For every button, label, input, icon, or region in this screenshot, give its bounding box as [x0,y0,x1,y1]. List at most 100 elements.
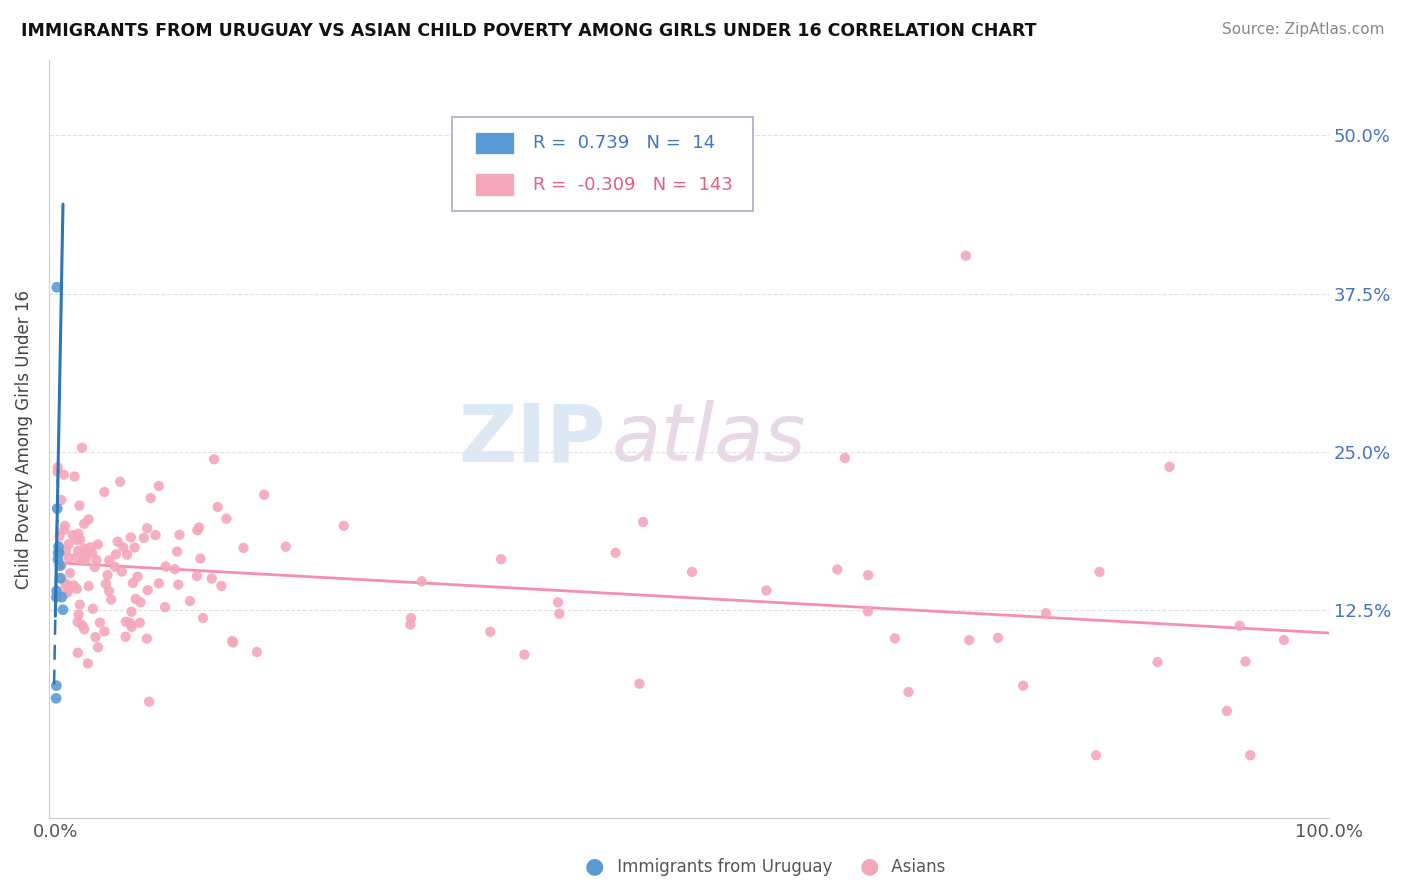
Point [207,500,229,514]
Point [63,469,86,483]
Point [1216,704,1239,718]
Point [897,685,920,699]
Point [45,590,67,604]
Point [115,548,138,562]
Point [108,475,131,489]
Point [45,691,67,706]
Point [186,569,208,583]
Point [67,526,90,541]
Text: R =  0.739   N =  14: R = 0.739 N = 14 [533,134,714,152]
FancyBboxPatch shape [453,117,752,211]
Point [399,611,422,625]
Point [1234,655,1257,669]
Point [52,603,75,617]
Point [631,515,654,529]
Text: Source: ZipAtlas.com: Source: ZipAtlas.com [1222,22,1385,37]
Point [153,600,176,615]
Point [128,615,150,630]
Point [87,640,110,655]
Point [72,553,94,567]
Point [179,594,201,608]
Point [69,598,91,612]
Point [628,677,651,691]
Point [120,530,142,544]
Point [93,624,115,639]
Point [67,499,90,513]
Point [53,523,76,537]
FancyBboxPatch shape [475,132,513,154]
Point [45,583,67,598]
Point [112,541,135,555]
Point [82,602,104,616]
Point [1272,633,1295,648]
Point [399,617,422,632]
Point [138,695,160,709]
Point [136,521,159,535]
Point [1146,655,1168,669]
Point [70,441,93,455]
Point [118,615,141,630]
Point [122,575,145,590]
Point [67,543,90,558]
Point [148,479,170,493]
Point [51,558,73,573]
Text: ●: ● [585,856,605,876]
Point [77,657,100,671]
Point [104,559,127,574]
Point [52,467,75,482]
Point [73,541,96,556]
Point [548,607,571,621]
Point [411,574,433,589]
Point [75,553,97,567]
Point [94,577,117,591]
Point [121,605,143,619]
Point [547,595,569,609]
Point [46,465,69,479]
Point [132,531,155,545]
Point [1159,459,1181,474]
Point [332,519,354,533]
Point [58,550,80,565]
Point [190,551,212,566]
Point [274,540,297,554]
Point [163,562,186,576]
Point [489,552,512,566]
Point [129,595,152,609]
Point [98,553,121,567]
Point [955,249,977,263]
Point [111,565,134,579]
Point [65,533,87,547]
Point [73,546,96,560]
Point [51,493,73,508]
Point [46,552,69,566]
Point [97,584,120,599]
Point [139,491,162,505]
Point [1088,565,1111,579]
Text: Immigrants from Uruguay: Immigrants from Uruguay [612,858,832,876]
Point [114,630,136,644]
Point [49,558,72,573]
Point [121,620,143,634]
Point [148,576,170,591]
Point [246,645,269,659]
Point [56,584,79,599]
Point [166,544,188,558]
Point [93,485,115,500]
Point [97,568,120,582]
Point [66,646,89,660]
Point [87,537,110,551]
Point [957,633,980,648]
Point [253,488,276,502]
Point [135,632,157,646]
Point [232,541,254,555]
Point [1035,607,1057,621]
Point [605,546,627,560]
Point [681,565,703,579]
Point [56,578,79,592]
Point [124,591,146,606]
Point [66,582,89,596]
Point [86,553,108,567]
Point [67,607,90,622]
Point [45,679,67,693]
Point [127,569,149,583]
